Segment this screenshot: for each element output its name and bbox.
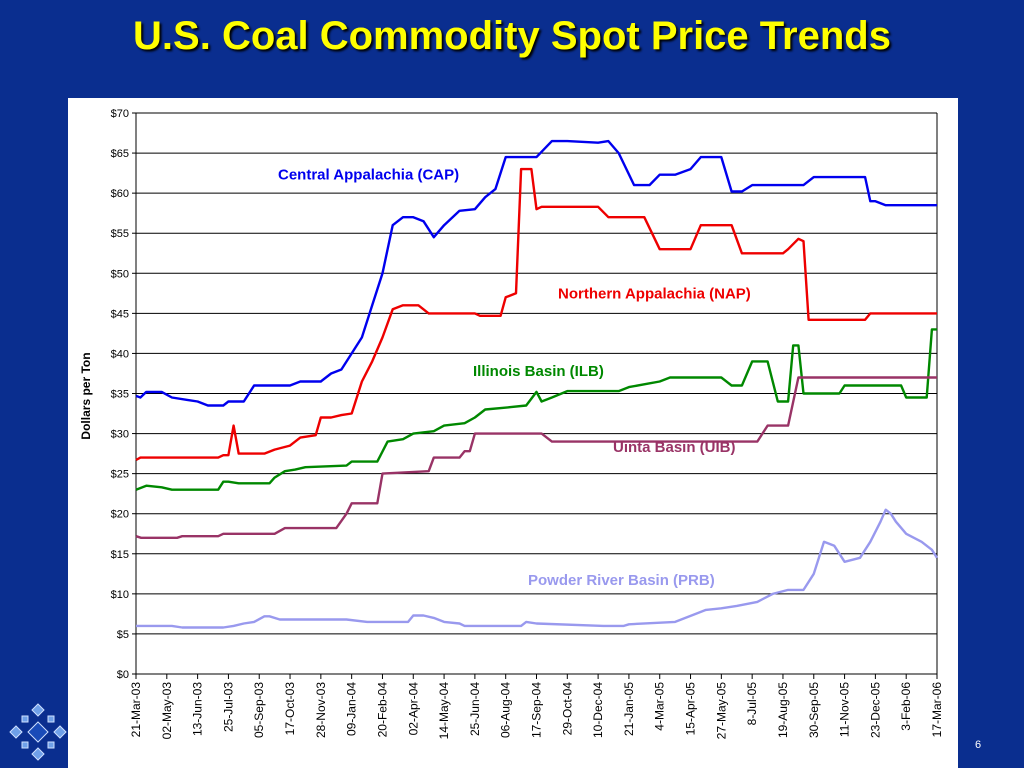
page-number: 6 [974, 739, 982, 751]
series-line-1 [135, 167, 937, 462]
series-label-2: Illinois Basin (ILB) [473, 363, 604, 380]
x-tick-label: 15-Apr-05 [684, 682, 698, 736]
y-tick-label: $40 [111, 348, 129, 360]
x-tick-label: 17-Sep-04 [530, 682, 544, 738]
x-tick-label: 4-Mar-05 [653, 682, 667, 731]
series-label-4: Powder River Basin (PRB) [528, 572, 715, 589]
x-tick-label: 10-Dec-04 [591, 682, 605, 738]
x-tick-label: 13-Jun-03 [191, 682, 205, 736]
y-axis-label: Dollars per Ton [79, 352, 93, 439]
x-tick-label: 02-May-03 [160, 682, 174, 740]
price-line-chart: $0 $5 $10 $15 $20 $25 $30 $35 $40 $45 $50 $55 $60 $65… [79, 108, 944, 739]
y-tick-label: $55 [111, 228, 129, 240]
y-tick-label: $45 [111, 308, 129, 320]
y-tick-label: $25 [111, 469, 129, 481]
x-tick-label: 17-Mar-06 [930, 682, 944, 738]
series-labels: Central Appalachia (CAP) Northern Appalac… [278, 167, 751, 590]
x-tick-label: 29-Oct-04 [560, 682, 574, 736]
x-tick-label: 05-Sep-03 [252, 682, 266, 738]
y-tick-label: $20 [111, 509, 129, 521]
slide-title: U.S. Coal Commodity Spot Price Trends [133, 14, 891, 58]
x-axis-ticks: 21-Mar-03 02-May-03 13-Jun-03 25-Jul-03 05-S… [129, 674, 944, 739]
y-tick-label: $35 [111, 389, 129, 401]
x-tick-label: 14-May-04 [437, 682, 451, 740]
x-tick-label: 20-Feb-04 [375, 682, 389, 738]
y-tick-label: $60 [111, 188, 129, 200]
y-tick-label: $70 [111, 108, 129, 120]
x-tick-label: 27-May-05 [714, 682, 728, 740]
x-tick-label: 25-Jul-03 [221, 682, 235, 732]
y-tick-label: $0 [117, 669, 129, 681]
x-tick-label: 19-Aug-05 [776, 682, 790, 738]
y-tick-label: $10 [111, 589, 129, 601]
x-tick-label: 30-Sep-05 [807, 682, 821, 738]
y-tick-label: $30 [111, 429, 129, 441]
series-line-2 [135, 328, 937, 491]
series-line-0 [135, 139, 937, 407]
series-label-0: Central Appalachia (CAP) [278, 167, 459, 184]
x-tick-label: 3-Feb-06 [899, 682, 913, 731]
x-tick-label: 23-Dec-05 [868, 682, 882, 738]
x-tick-label: 09-Jan-04 [345, 682, 359, 736]
x-tick-label: 06-Aug-04 [499, 682, 513, 738]
series-line-3 [135, 376, 937, 539]
series-label-1: Northern Appalachia (NAP) [558, 285, 751, 302]
chart-panel: $0 $5 $10 $15 $20 $25 $30 $35 $40 $45 $50 $55 $60 $65… [68, 98, 958, 768]
series-lines [135, 139, 939, 629]
y-axis-ticks: $0 $5 $10 $15 $20 $25 $30 $35 $40 $45 $50 $55 $60 $65… [111, 108, 136, 681]
x-tick-label: 21-Mar-03 [129, 682, 143, 738]
blue-diamond-pattern-logo-icon [9, 703, 67, 761]
y-tick-label: $50 [111, 268, 129, 280]
y-tick-label: $65 [111, 148, 129, 160]
series-line-4 [136, 508, 939, 629]
x-tick-label: 28-Nov-03 [314, 682, 328, 738]
x-tick-label: 11-Nov-05 [838, 682, 852, 737]
x-tick-label: 02-Apr-04 [406, 682, 420, 736]
x-tick-label: 21-Jan-05 [622, 682, 636, 736]
y-tick-label: $5 [117, 629, 129, 641]
series-label-3: Uinta Basin (UIB) [613, 439, 736, 456]
x-tick-label: 25-Jun-04 [468, 682, 482, 736]
x-tick-label: 17-Oct-03 [283, 682, 297, 736]
x-tick-label: 8-Jul-05 [745, 682, 759, 726]
y-tick-label: $15 [111, 549, 129, 561]
